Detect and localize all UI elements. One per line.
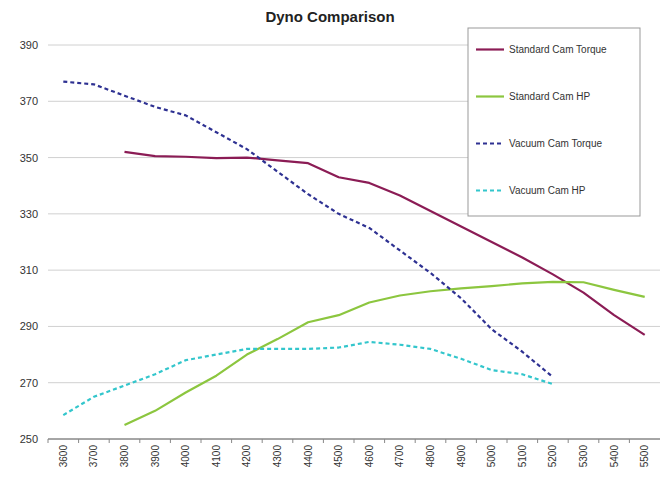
x-tick-mark: [507, 439, 508, 443]
x-tick-label: 5200: [547, 445, 558, 468]
x-tick-label: 5500: [639, 445, 650, 468]
x-tick-mark: [201, 439, 202, 443]
chart-svg: Dyno Comparison 250 270 290 310 330 350 370 390 3…: [0, 0, 660, 495]
legend-swatch: [476, 48, 504, 50]
x-tick-mark: [109, 439, 110, 443]
x-tick-mark: [629, 439, 630, 443]
series-line: [63, 342, 553, 415]
legend-swatch: [476, 142, 504, 144]
legend-label: Vacuum Cam Torque: [509, 138, 602, 149]
x-tick-label: 4700: [394, 445, 405, 468]
x-tick-mark: [262, 439, 263, 443]
legend-swatch: [476, 95, 504, 97]
legend-label: Standard Cam Torque: [509, 44, 607, 55]
grid-line: [48, 45, 468, 46]
grid-line: [48, 101, 468, 102]
x-tick-label: 5000: [486, 445, 497, 468]
x-tick-label: 4500: [333, 445, 344, 468]
x-tick-label: 3800: [119, 445, 130, 468]
y-tick-label: 390: [20, 39, 38, 51]
x-tick-mark: [323, 439, 324, 443]
legend-label: Vacuum Cam HP: [509, 185, 586, 196]
x-tick-mark: [384, 439, 385, 443]
legend-label: Standard Cam HP: [509, 91, 590, 102]
grid-line: [48, 382, 660, 383]
y-tick-label: 330: [20, 208, 38, 220]
x-tick-label: 4600: [364, 445, 375, 468]
grid-line: [48, 213, 468, 214]
x-tick-label: 4000: [180, 445, 191, 468]
legend: Standard Cam Torque Standard Cam HP Vacuum…: [468, 28, 640, 216]
x-tick-label: 5100: [517, 445, 528, 468]
x-tick-mark: [476, 439, 477, 443]
x-tick-label: 3900: [150, 445, 161, 468]
x-tick-label: 4800: [425, 445, 436, 468]
y-tick-label: 270: [20, 377, 38, 389]
x-tick-mark: [537, 439, 538, 443]
y-tick-label: 370: [20, 95, 38, 107]
y-tick-label: 290: [20, 320, 38, 332]
x-tick-label: 3700: [88, 445, 99, 468]
x-tick-mark: [354, 439, 355, 443]
chart-container: Dyno Comparison 250 270 290 310 330 350 370 390 3…: [0, 0, 660, 495]
x-tick-label: 5400: [609, 445, 620, 468]
x-tick-mark: [415, 439, 416, 443]
x-tick-mark: [568, 439, 569, 443]
x-tick-mark: [445, 439, 446, 443]
chart-title: Dyno Comparison: [265, 8, 394, 25]
x-tick-mark: [598, 439, 599, 443]
grid-line: [48, 326, 660, 327]
y-tick-label: 250: [20, 433, 38, 445]
x-tick-mark: [170, 439, 171, 443]
x-tick-label: 4400: [303, 445, 314, 468]
y-tick-label: 310: [20, 264, 38, 276]
x-tick-label: 4100: [211, 445, 222, 468]
x-tick-mark: [78, 439, 79, 443]
x-tick-label: 4200: [241, 445, 252, 468]
x-tick-mark: [231, 439, 232, 443]
x-tick-label: 4300: [272, 445, 283, 468]
x-tick-label: 5300: [578, 445, 589, 468]
x-tick-label: 4900: [456, 445, 467, 468]
grid-line: [48, 270, 660, 271]
x-tick-mark: [292, 439, 293, 443]
x-tick-label: 3600: [58, 445, 69, 468]
legend-box: [468, 28, 640, 216]
legend-swatch: [476, 189, 504, 191]
x-tick-mark: [48, 439, 49, 443]
x-tick-mark: [139, 439, 140, 443]
series-line: [125, 282, 645, 425]
y-tick-label: 350: [20, 152, 38, 164]
